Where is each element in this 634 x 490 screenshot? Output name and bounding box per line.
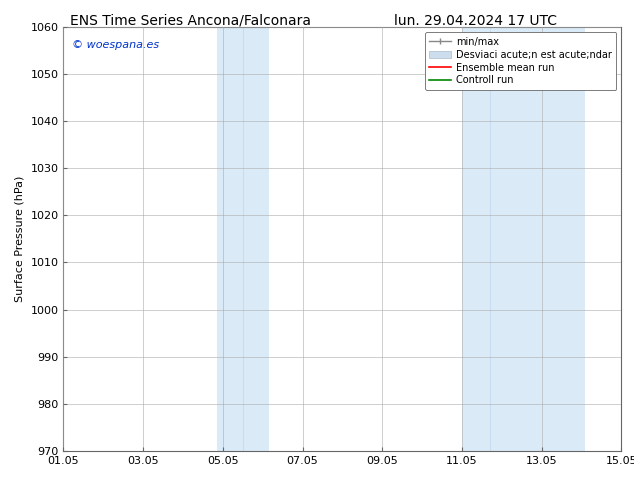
- Bar: [217, 27, 269, 451]
- Text: ENS Time Series Ancona/Falconara: ENS Time Series Ancona/Falconara: [70, 14, 311, 28]
- Bar: [462, 27, 585, 451]
- Y-axis label: Surface Pressure (hPa): Surface Pressure (hPa): [15, 176, 25, 302]
- Legend: min/max, Desviaci acute;n est acute;ndar, Ensemble mean run, Controll run: min/max, Desviaci acute;n est acute;ndar…: [425, 32, 616, 90]
- Text: © woespana.es: © woespana.es: [72, 40, 159, 49]
- Text: lun. 29.04.2024 17 UTC: lun. 29.04.2024 17 UTC: [394, 14, 557, 28]
